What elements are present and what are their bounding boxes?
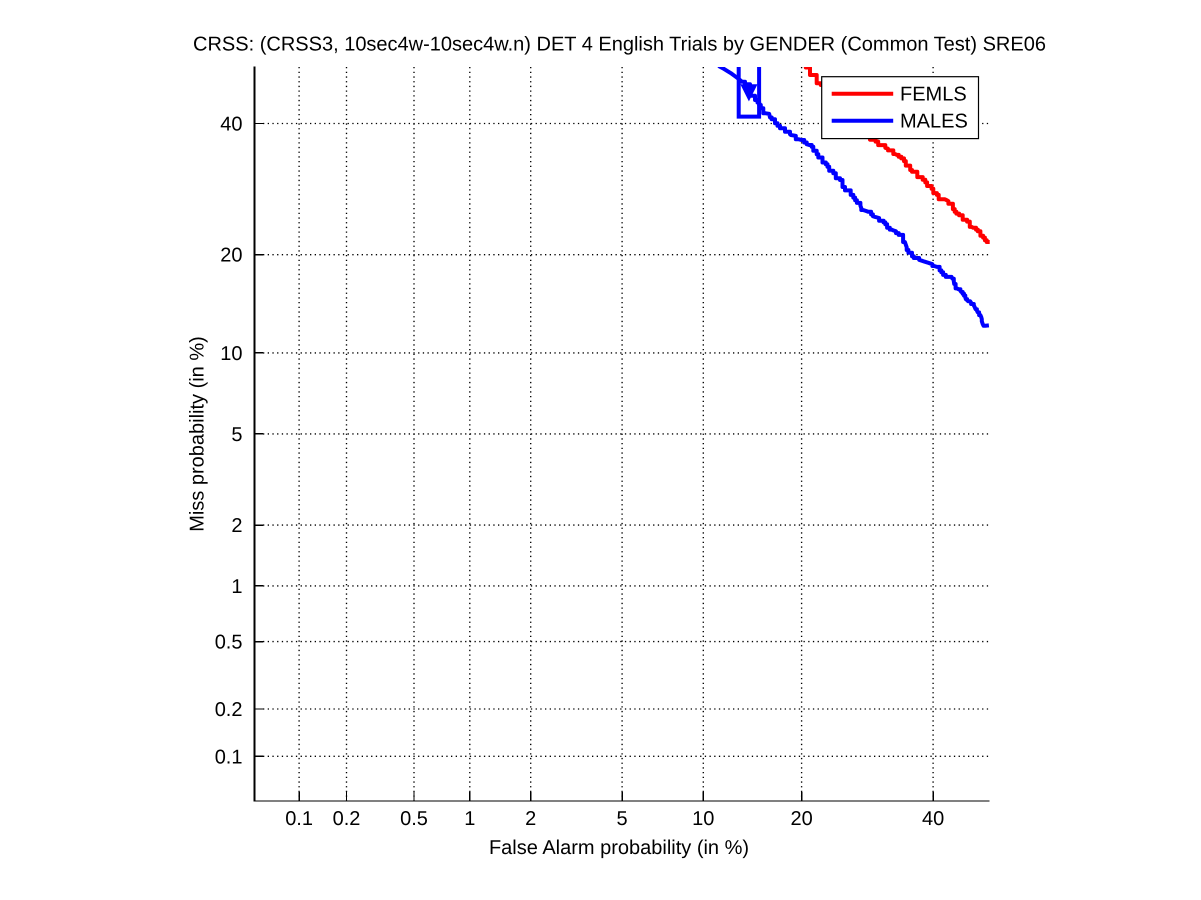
svg-text:MALES: MALES bbox=[900, 110, 968, 132]
svg-text:1: 1 bbox=[231, 576, 242, 598]
svg-text:Miss probability (in %): Miss probability (in %) bbox=[187, 336, 209, 532]
svg-text:0.5: 0.5 bbox=[400, 808, 428, 830]
svg-text:False Alarm probability (in %): False Alarm probability (in %) bbox=[489, 837, 749, 859]
svg-text:CRSS: (CRSS3, 10sec4w-10sec4w.: CRSS: (CRSS3, 10sec4w-10sec4w.n) DET 4 E… bbox=[193, 33, 1046, 55]
svg-text:5: 5 bbox=[617, 808, 628, 830]
svg-text:0.5: 0.5 bbox=[215, 632, 243, 654]
svg-text:20: 20 bbox=[220, 245, 242, 267]
svg-text:40: 40 bbox=[922, 808, 944, 830]
svg-text:5: 5 bbox=[231, 424, 242, 446]
svg-text:10: 10 bbox=[220, 343, 242, 365]
svg-text:2: 2 bbox=[231, 515, 242, 537]
svg-text:10: 10 bbox=[692, 808, 714, 830]
svg-text:0.2: 0.2 bbox=[333, 808, 361, 830]
svg-text:2: 2 bbox=[525, 808, 536, 830]
svg-text:0.2: 0.2 bbox=[215, 699, 243, 721]
svg-text:0.1: 0.1 bbox=[285, 808, 313, 830]
svg-text:40: 40 bbox=[220, 114, 242, 136]
svg-text:20: 20 bbox=[790, 808, 812, 830]
svg-text:0.1: 0.1 bbox=[215, 746, 243, 768]
svg-text:1: 1 bbox=[464, 808, 475, 830]
svg-text:FEMLS: FEMLS bbox=[900, 83, 967, 105]
